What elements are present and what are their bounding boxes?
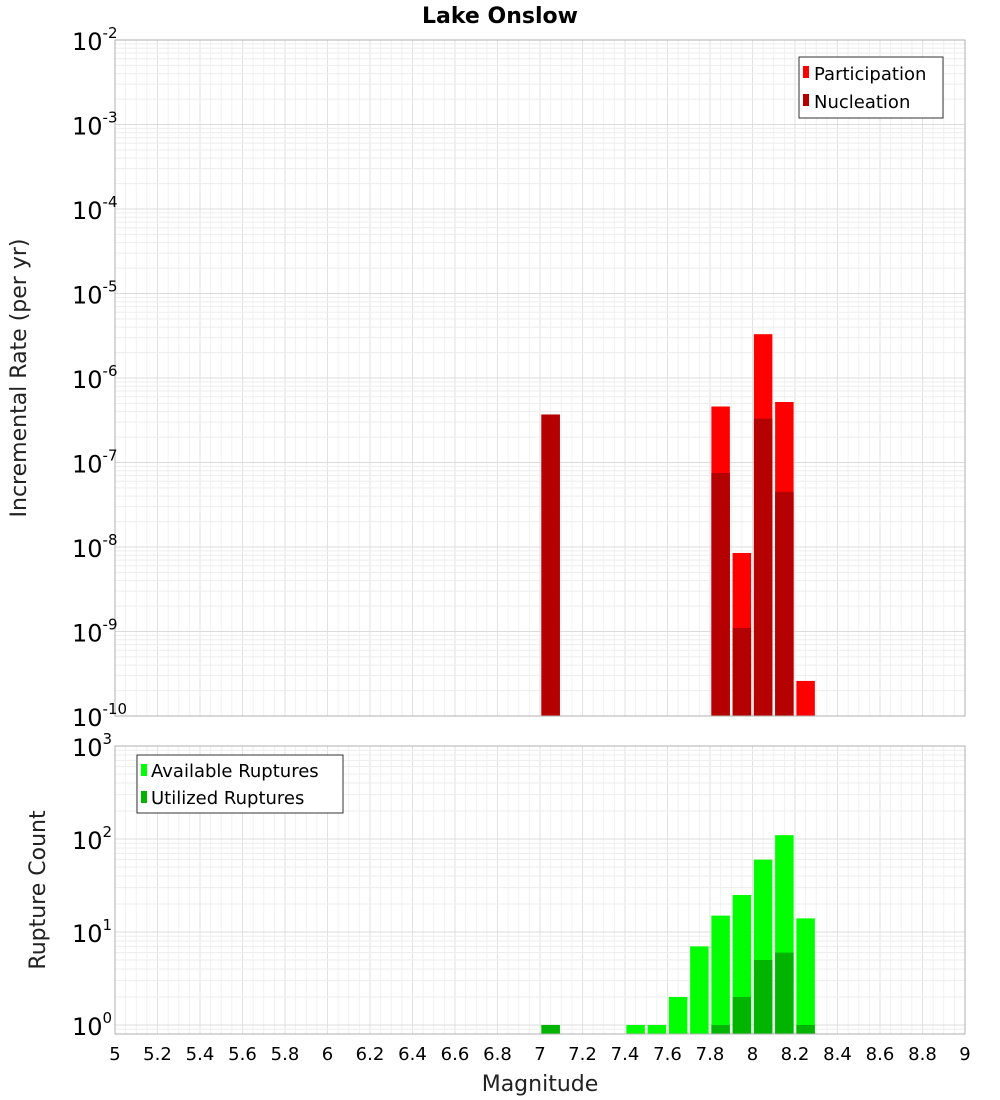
top-y-tick-label: 10-10 — [72, 700, 127, 732]
available-ruptures-bar — [711, 915, 730, 1034]
x-tick-label: 5.4 — [186, 1044, 215, 1065]
bottom-y-tick-label: 101 — [72, 916, 112, 948]
top-y-tick-label: 10-8 — [72, 531, 118, 563]
x-tick-label: 8.6 — [866, 1044, 895, 1065]
x-tick-label: 8 — [747, 1044, 758, 1065]
available-ruptures-bar — [626, 1024, 645, 1034]
x-tick-label: 7.4 — [611, 1044, 640, 1065]
top-y-tick-exponent: -10 — [103, 700, 128, 718]
bottom-y-tick-label: 103 — [72, 730, 112, 762]
top-y-tick-exponent: -4 — [103, 193, 118, 211]
x-tick-label: 7.6 — [653, 1044, 682, 1065]
top-plot-border — [114, 39, 966, 717]
nucleation-bar — [541, 414, 560, 716]
top-y-tick-label: 10-4 — [72, 193, 118, 225]
top-y-tick-exponent: -6 — [103, 362, 118, 380]
utilized-ruptures-bar — [711, 1024, 730, 1034]
nucleation-bar — [711, 473, 730, 716]
x-tick-label: 7.2 — [568, 1044, 597, 1065]
x-axis-label: Magnitude — [482, 1072, 599, 1097]
bottom-y-tick-exponent: 3 — [103, 730, 113, 748]
bottom-legend: Available Ruptures Utilized Ruptures — [136, 754, 344, 814]
available-ruptures-bar — [647, 1024, 667, 1034]
legend-label: Available Ruptures — [151, 761, 319, 782]
bottom-plot-border — [114, 745, 966, 1035]
top-y-tick-exponent: -2 — [103, 24, 118, 42]
x-tick-label: 5.8 — [271, 1044, 300, 1065]
bottom-bars — [541, 835, 815, 1034]
top-y-tick-exponent: -9 — [103, 616, 118, 634]
x-tick-label: 5.2 — [143, 1044, 172, 1065]
bottom-legend-box — [136, 754, 344, 814]
participation-bar — [796, 680, 815, 716]
top-y-tick-exponent: -5 — [103, 278, 118, 296]
top-y-tick-label: 10-3 — [72, 109, 118, 141]
x-tick-label: 5.6 — [228, 1044, 257, 1065]
top-legend-box — [798, 56, 944, 119]
top-legend: Participation Nucleation — [798, 56, 944, 119]
available-ruptures-bar — [690, 946, 709, 1034]
legend-swatch — [141, 764, 147, 776]
x-tick-label: 6 — [322, 1044, 333, 1065]
x-tick-label: 6.6 — [441, 1044, 470, 1065]
utilized-ruptures-bar — [753, 959, 773, 1034]
top-y-tick-exponent: -7 — [103, 447, 118, 465]
legend-label: Nucleation — [814, 92, 910, 113]
top-y-tick-label: 10-7 — [72, 447, 118, 479]
legend-label: Participation — [814, 64, 926, 85]
nucleation-bar — [732, 628, 752, 716]
nucleation-bar — [775, 491, 794, 716]
x-tick-label: 6.8 — [483, 1044, 512, 1065]
top-panel: 10-10 10-9 10-8 10-7 10-6 10-5 10-4 10-3 10-2 — [72, 24, 966, 732]
nucleation-bar — [753, 418, 773, 716]
legend-swatch — [803, 94, 809, 106]
x-tick-label: 8.2 — [781, 1044, 810, 1065]
available-ruptures-bar — [668, 996, 688, 1034]
top-bars — [541, 334, 815, 716]
top-y-tick-exponent: -3 — [103, 109, 118, 127]
utilized-ruptures-bar — [541, 1024, 560, 1034]
top-y-tick-label: 10-9 — [72, 616, 118, 648]
bottom-y-axis-label: Rupture Count — [26, 810, 51, 970]
x-tick-label: 8.8 — [908, 1044, 937, 1065]
x-tick-label: 6.2 — [356, 1044, 385, 1065]
utilized-ruptures-bar — [775, 952, 794, 1034]
utilized-ruptures-bar — [796, 1024, 815, 1034]
bottom-y-tick-exponent: 2 — [103, 823, 113, 841]
top-y-tick-label: 10-2 — [72, 24, 118, 56]
top-y-axis-label: Incremental Rate (per yr) — [7, 239, 32, 518]
legend-swatch — [141, 791, 147, 803]
top-y-tick-label: 10-5 — [72, 278, 118, 310]
legend-swatch — [803, 66, 809, 78]
legend-label: Utilized Ruptures — [151, 788, 304, 809]
bottom-y-tick-label: 102 — [72, 823, 112, 855]
bottom-y-tick-label: 100 — [72, 1009, 112, 1041]
bottom-y-tick-exponent: 1 — [103, 916, 113, 934]
utilized-ruptures-bar — [732, 996, 752, 1034]
x-tick-label: 9 — [959, 1044, 970, 1065]
x-tick-label: 7.8 — [696, 1044, 725, 1065]
x-tick-label: 7 — [534, 1044, 545, 1065]
top-y-tick-exponent: -8 — [103, 531, 118, 549]
x-tick-label: 6.4 — [398, 1044, 427, 1065]
chart-title: Lake Onslow — [422, 4, 578, 29]
top-y-tick-label: 10-6 — [72, 362, 118, 394]
x-axis: 5 5.2 5.4 5.6 5.8 6 6.2 6.4 6.6 6.8 7 7.2 7.4 7.6 7.8 8… — [109, 1044, 970, 1065]
x-tick-label: 8.4 — [823, 1044, 852, 1065]
bottom-y-tick-exponent: 0 — [103, 1009, 113, 1027]
x-tick-label: 5 — [109, 1044, 120, 1065]
available-ruptures-bar — [796, 918, 815, 1034]
